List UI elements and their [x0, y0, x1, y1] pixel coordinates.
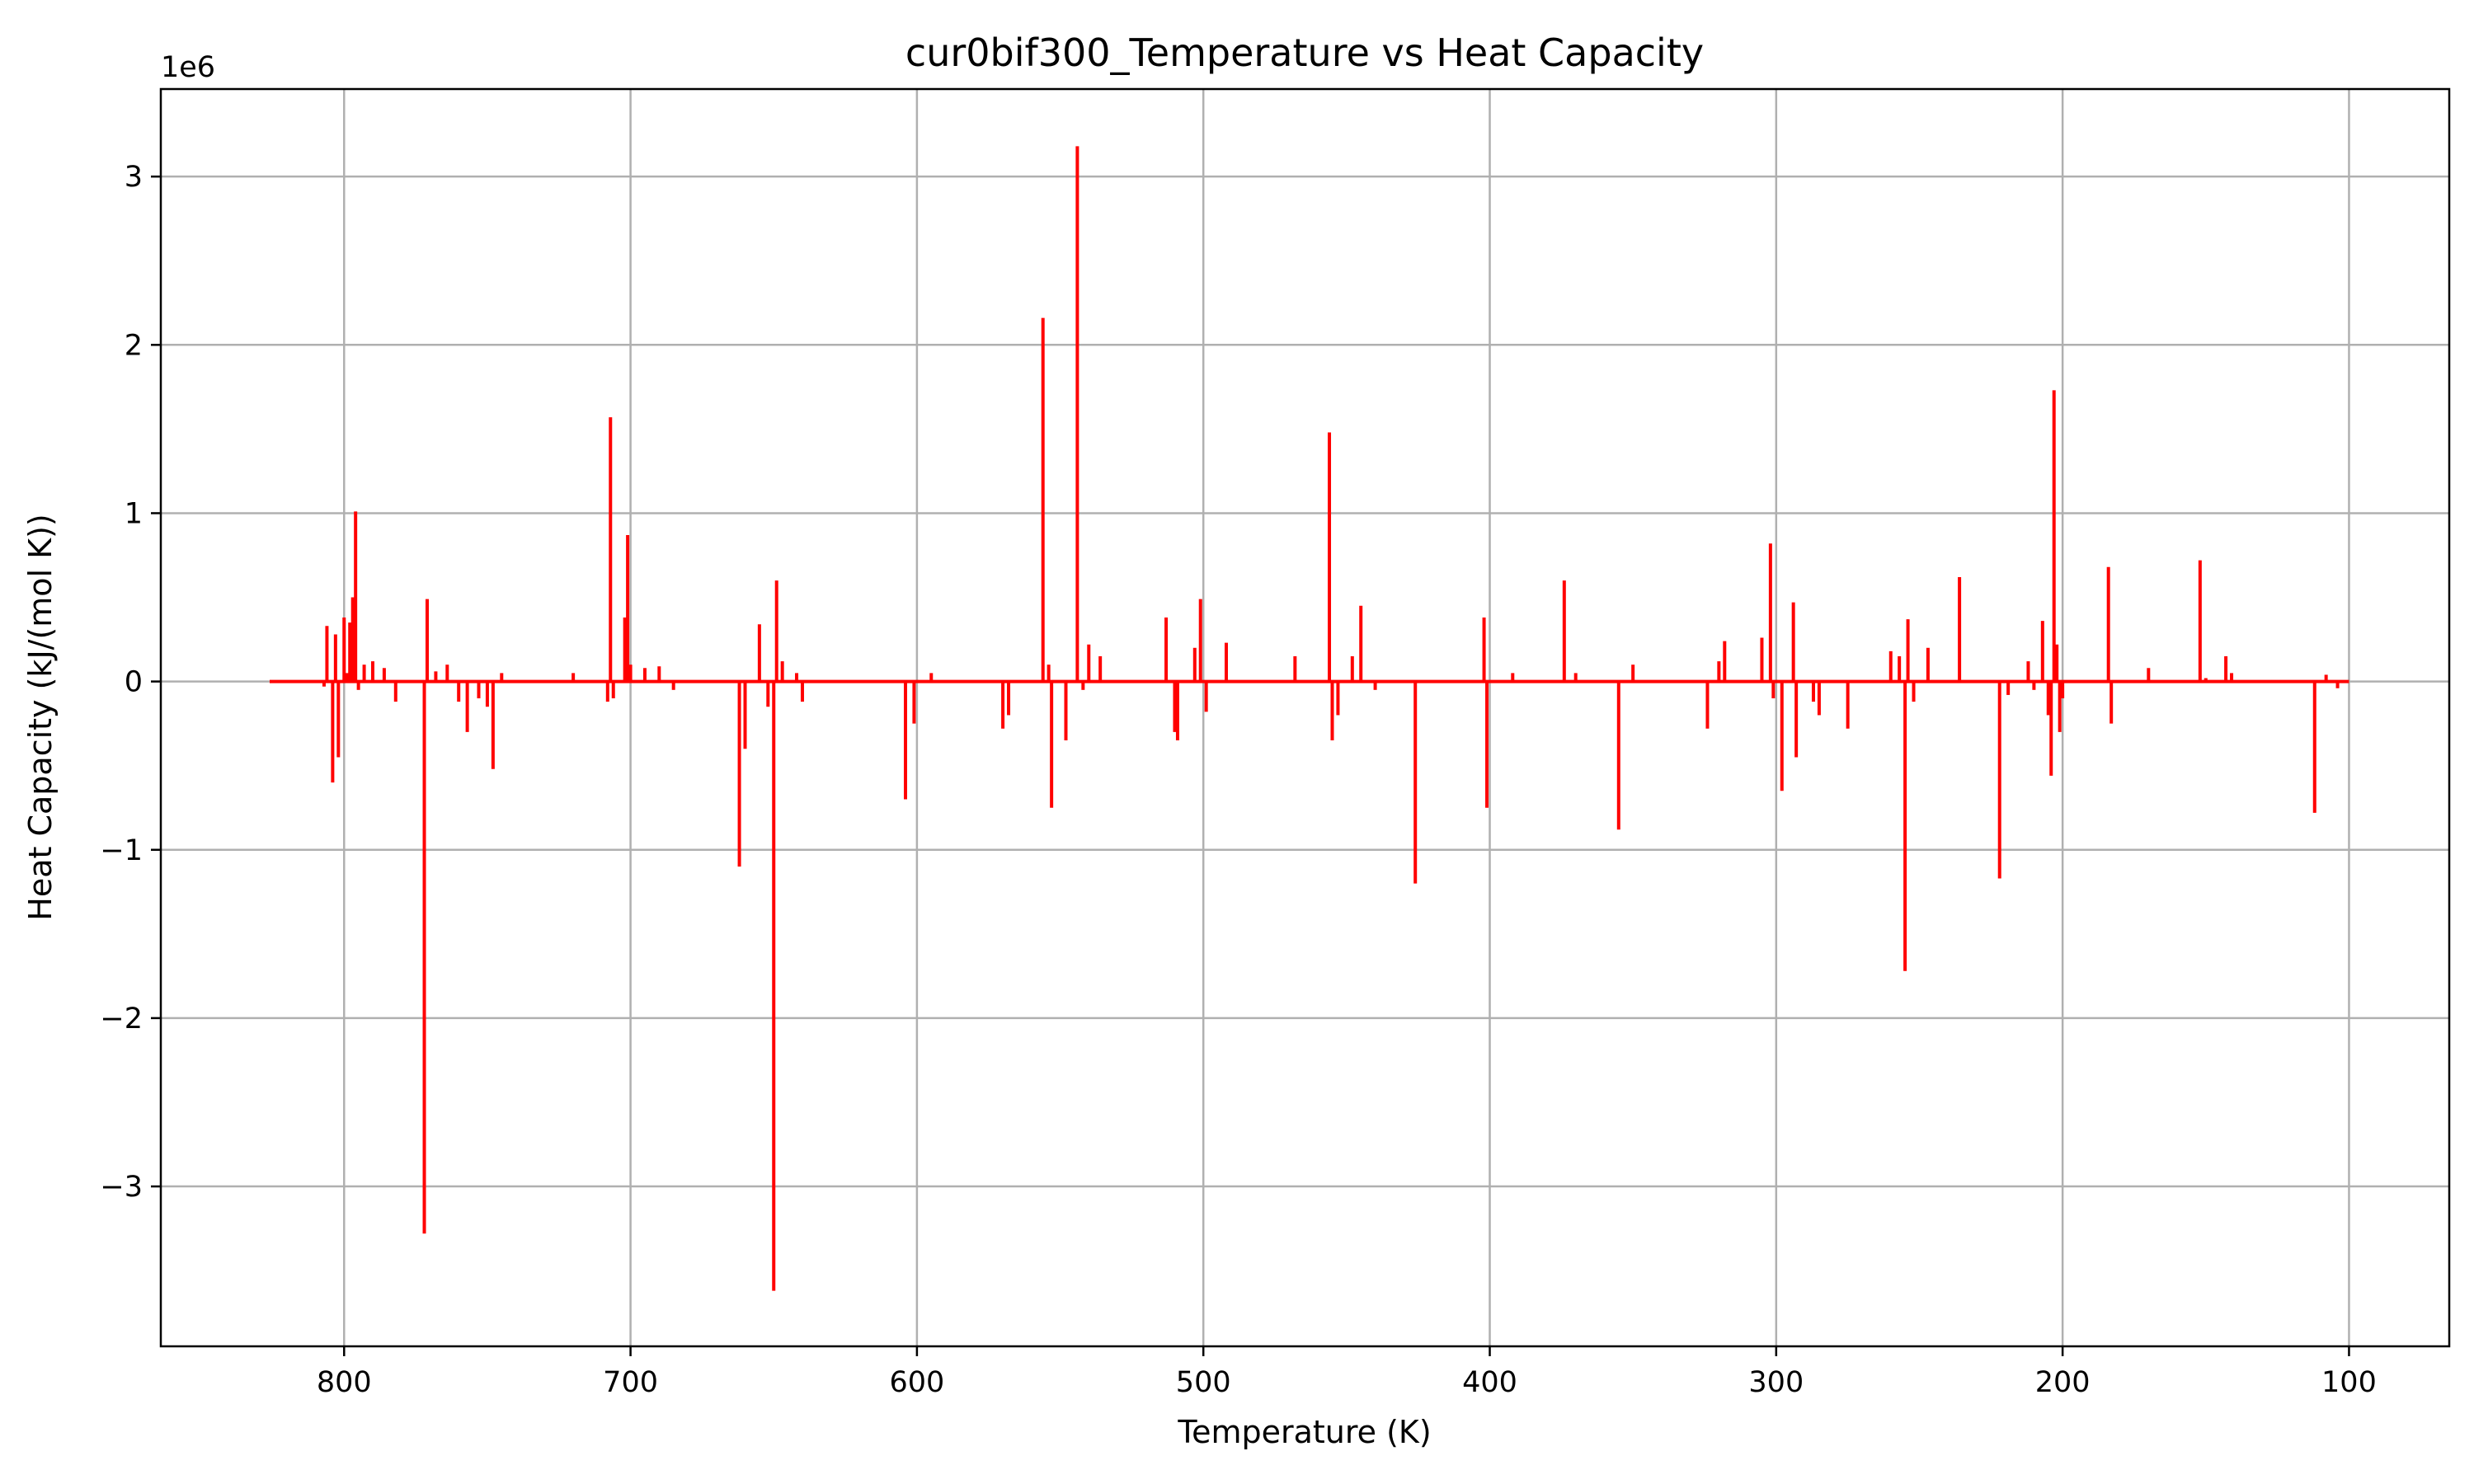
x-tick-label: 200: [2035, 1366, 2091, 1399]
y-axis-offset-label: 1e6: [161, 51, 215, 84]
y-tick-label: 0: [125, 666, 143, 699]
x-tick-label: 700: [603, 1366, 658, 1399]
x-tick-label: 800: [317, 1366, 372, 1399]
y-tick-label: −3: [100, 1171, 143, 1204]
x-axis-label: Temperature (K): [1177, 1414, 1431, 1450]
x-tick-label: 600: [889, 1366, 944, 1399]
x-axis: 800 700 600 500 400 300 200 100: [317, 1346, 2377, 1399]
y-tick-label: −2: [100, 1003, 143, 1036]
series-line-layer: [269, 146, 2349, 1291]
x-tick-label: 300: [1748, 1366, 1804, 1399]
y-tick-label: 3: [125, 161, 143, 194]
y-axis-label: Heat Capacity (kJ/(mol K)): [22, 514, 59, 921]
y-tick-label: 2: [125, 329, 143, 362]
y-tick-label: −1: [100, 834, 143, 867]
y-tick-label: 1: [125, 497, 143, 530]
x-tick-label: 400: [1462, 1366, 1517, 1399]
chart-title: cur0bif300_Temperature vs Heat Capacity: [905, 31, 1704, 75]
x-tick-label: 100: [2321, 1366, 2377, 1399]
plot-frame: [159, 87, 2451, 1348]
grid-lines: [161, 89, 2449, 1346]
x-tick-label: 500: [1176, 1366, 1231, 1399]
y-axis: −3 −2 −1 0 1 2 3: [100, 161, 161, 1204]
